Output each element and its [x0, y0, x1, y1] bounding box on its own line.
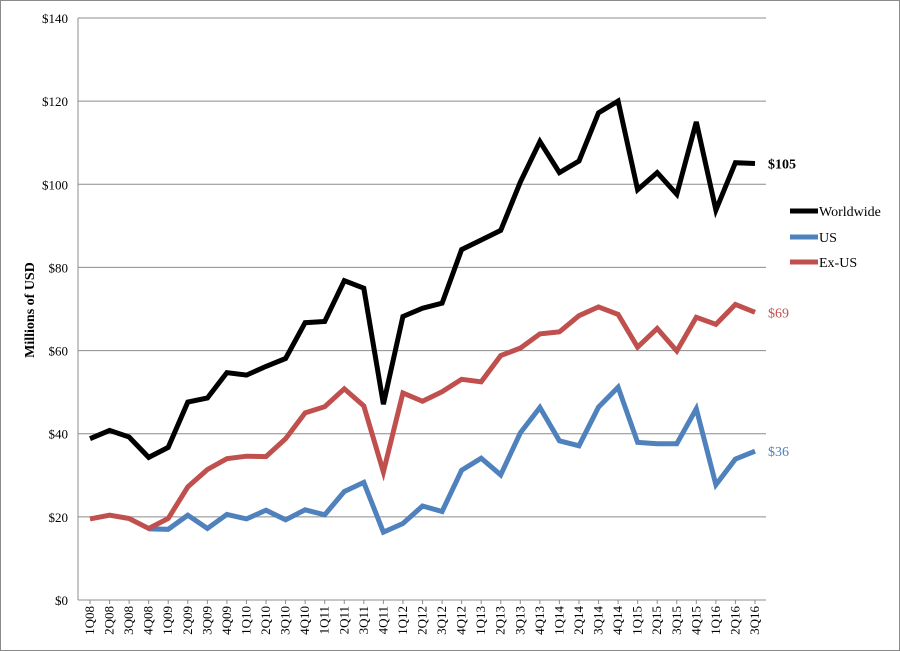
x-tick-label: 3Q15: [669, 606, 684, 635]
series-line-ex-us: [89, 301, 756, 532]
legend: Worldwide US Ex-US: [790, 205, 881, 271]
x-tick-label: 4Q14: [610, 606, 625, 635]
x-tick-label: 1Q09: [160, 606, 175, 635]
y-tick-label: $80: [49, 260, 69, 275]
series-lines: [89, 97, 756, 536]
y-tick-label: $120: [42, 94, 68, 109]
x-tick-label: 4Q13: [532, 606, 547, 635]
x-tick-label: 1Q16: [708, 606, 723, 635]
y-axis-label: Millions of USD: [23, 262, 38, 358]
x-tick-label: 1Q15: [630, 606, 645, 635]
series-end-labels: $105 $36 $69: [768, 158, 796, 461]
x-tick-label: 2Q09: [180, 606, 195, 635]
x-tick-label: 4Q10: [297, 606, 312, 635]
x-tick-label: 4Q15: [688, 606, 703, 635]
x-tick-label: 4Q11: [375, 606, 390, 634]
x-tick-label: 2Q16: [727, 606, 742, 635]
x-tick-label: 4Q09: [219, 606, 234, 635]
x-tick-label: 3Q13: [512, 606, 527, 635]
x-tick-label: 1Q08: [82, 606, 97, 635]
x-tick-label: 3Q16: [747, 606, 762, 635]
x-tick-label: 1Q11: [317, 606, 332, 634]
x-tick-label: 1Q12: [395, 606, 410, 635]
series-line-worldwide: [89, 97, 756, 461]
x-tick-label: 3Q11: [356, 606, 371, 634]
x-tick-label: 4Q08: [141, 606, 156, 635]
end-label-us: $36: [768, 445, 789, 460]
series-line-us: [148, 382, 756, 536]
x-tick-label: 1Q14: [551, 606, 566, 635]
gridlines: [77, 17, 766, 601]
x-tick-label: 2Q08: [102, 606, 117, 635]
x-tick-label: 3Q08: [121, 606, 136, 635]
y-tick-label: $140: [42, 11, 68, 26]
x-axis-ticks: 1Q08 2Q08 3Q08 4Q08 1Q09 2Q09 3Q09 4Q09 1Q10 2Q10…: [82, 600, 762, 635]
y-tick-label: $60: [49, 344, 69, 359]
x-tick-label: 2Q14: [571, 606, 586, 635]
x-tick-label: 2Q13: [493, 606, 508, 635]
legend-label: US: [819, 231, 837, 246]
y-tick-label: $20: [49, 510, 69, 525]
x-tick-label: 4Q12: [454, 606, 469, 635]
y-tick-label: $0: [55, 593, 68, 608]
x-tick-label: 3Q14: [591, 606, 606, 635]
y-tick-label: $40: [49, 427, 69, 442]
end-label-worldwide: $105: [768, 158, 796, 173]
x-tick-label: 2Q10: [258, 606, 273, 635]
x-tick-label: 1Q10: [238, 606, 253, 635]
y-axis-ticks: $0 $20 $40 $60 $80 $100 $120 $140: [42, 11, 68, 608]
x-tick-label: 2Q15: [649, 606, 664, 635]
x-tick-label: 3Q12: [434, 606, 449, 635]
end-label-ex-us: $69: [768, 306, 789, 321]
x-tick-label: 3Q09: [199, 606, 214, 635]
y-tick-label: $100: [42, 177, 68, 192]
x-tick-label: 3Q10: [278, 606, 293, 635]
x-tick-label: 1Q13: [473, 606, 488, 635]
legend-label: Worldwide: [819, 205, 881, 220]
x-tick-label: 2Q12: [415, 606, 430, 635]
x-tick-label: 2Q11: [336, 606, 351, 634]
legend-label: Ex-US: [819, 256, 857, 271]
